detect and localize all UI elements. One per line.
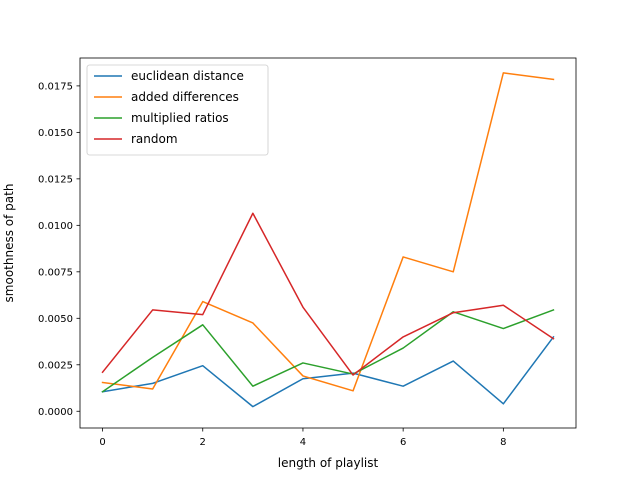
x-tick-label: 4 — [300, 437, 306, 448]
y-axis: 0.0000 0.0025 0.0050 0.0075 0.0100 0.0125 0.01… — [38, 81, 80, 418]
y-tick-label: 0.0075 — [38, 267, 73, 278]
legend-label-multiplied-ratios: multiplied ratios — [131, 111, 229, 125]
legend-label-random: random — [131, 132, 178, 146]
y-tick-label: 0.0125 — [38, 174, 73, 185]
y-tick-label: 0.0025 — [38, 360, 73, 371]
x-axis-label: length of playlist — [278, 456, 379, 470]
legend-label-added-differences: added differences — [131, 90, 239, 104]
y-tick-label: 0.0050 — [38, 314, 73, 325]
x-tick-label: 2 — [200, 437, 206, 448]
x-tick-label: 8 — [500, 437, 506, 448]
y-axis-label: smoothness of path — [2, 184, 16, 303]
legend-box — [86, 64, 269, 156]
series-line-euclidean-distance — [101, 335, 555, 408]
x-tick-label: 0 — [99, 437, 105, 448]
x-tick-label: 6 — [400, 437, 406, 448]
series-line-random — [101, 212, 555, 376]
series-line-multiplied-ratios — [101, 308, 555, 393]
y-tick-label: 0.0175 — [38, 81, 73, 92]
legend: euclidean distance added differences multi… — [86, 64, 269, 156]
y-tick-label: 0.0100 — [38, 221, 73, 232]
plot-lines — [101, 72, 555, 408]
plot-frame — [79, 57, 577, 429]
x-axis: 0 2 4 6 8 — [99, 428, 507, 448]
legend-label-euclidean-distance: euclidean distance — [131, 69, 244, 83]
y-tick-label: 0.0150 — [38, 128, 73, 139]
y-tick-label: 0.0000 — [38, 407, 73, 418]
series-line-added-differences — [101, 72, 555, 392]
